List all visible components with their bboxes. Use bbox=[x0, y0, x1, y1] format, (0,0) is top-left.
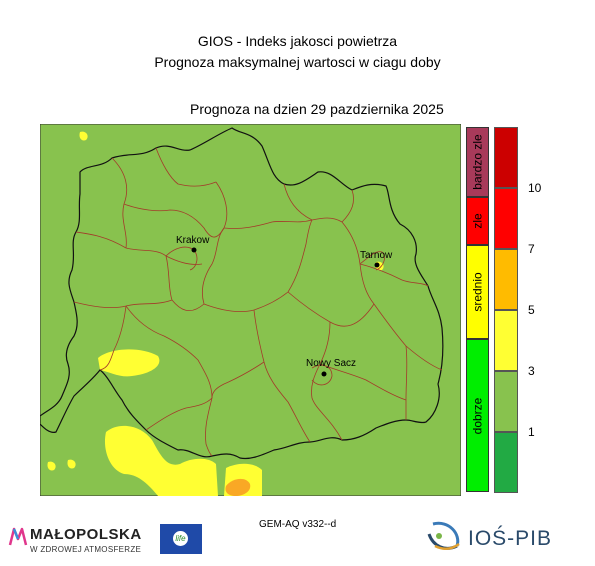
legend-category-bad: zle bbox=[466, 197, 489, 245]
city-marker-nowy-sacz bbox=[321, 371, 327, 377]
malopolska-logo-icon bbox=[8, 527, 28, 546]
moderate-zone-dot-2 bbox=[47, 461, 56, 471]
ios-pib-logo-text: IOŚ-PIB bbox=[468, 527, 553, 550]
page-title: GIOS - Indeks jakosci powietrza bbox=[197, 33, 398, 49]
legend-category-label: zle bbox=[470, 213, 485, 229]
scale-value-10: 10 bbox=[528, 181, 542, 195]
ios-pib-logo-icon bbox=[427, 521, 460, 550]
malopolska-logo-text: MAŁOPOLSKA bbox=[30, 526, 142, 543]
model-version: GEM-AQ v332--d bbox=[259, 519, 337, 530]
moderate-zone-dot-1 bbox=[79, 131, 88, 141]
legend-category-moderate: srednio bbox=[466, 245, 489, 339]
eu-life-logo: life bbox=[160, 524, 202, 554]
city-label-krakow: Krakow bbox=[176, 235, 210, 246]
legend-category-very-bad: bardzo zle bbox=[466, 127, 489, 197]
life-logo-text: life bbox=[173, 531, 188, 546]
legend-category-good: dobrze bbox=[466, 339, 489, 492]
city-marker-tarnow bbox=[374, 262, 380, 268]
city-label-nowy-sacz: Nowy Sacz bbox=[306, 358, 356, 369]
scale-value-3: 3 bbox=[528, 364, 535, 378]
legend-category-label: bardzo zle bbox=[470, 134, 485, 190]
legend-category-label: srednio bbox=[470, 272, 485, 312]
moderate-zone-south-left bbox=[104, 425, 218, 496]
malopolska-logo-subtext: W ZDROWEJ ATMOSFERZE bbox=[30, 545, 142, 554]
moderate-zone-dot-3 bbox=[67, 459, 76, 469]
city-label-tarnow: Tarnow bbox=[360, 250, 393, 261]
map-background bbox=[40, 124, 461, 496]
scale-swatch-10-plus bbox=[494, 127, 518, 188]
scale-swatch-below-1 bbox=[494, 432, 518, 493]
forecast-date: Prognoza na dzien 29 pazdziernika 2025 bbox=[190, 101, 444, 117]
moderate-zone-west bbox=[98, 349, 160, 377]
scale-value-5: 5 bbox=[528, 303, 535, 317]
legend-category-label: dobrze bbox=[470, 397, 485, 434]
city-marker-krakow bbox=[191, 247, 197, 253]
scale-swatch-5-7 bbox=[494, 249, 518, 310]
scale-value-7: 7 bbox=[528, 242, 535, 256]
district-borders bbox=[73, 147, 443, 457]
scale-swatch-1-3 bbox=[494, 371, 518, 432]
scale-swatch-7-10 bbox=[494, 188, 518, 249]
page-subtitle: Prognoza maksymalnej wartosci w ciagu do… bbox=[154, 54, 441, 70]
scale-value-1: 1 bbox=[528, 425, 535, 439]
forecast-map: Krakow Tarnow Nowy Sacz bbox=[40, 124, 461, 496]
scale-swatch-3-5 bbox=[494, 310, 518, 371]
poor-zone bbox=[225, 478, 251, 496]
